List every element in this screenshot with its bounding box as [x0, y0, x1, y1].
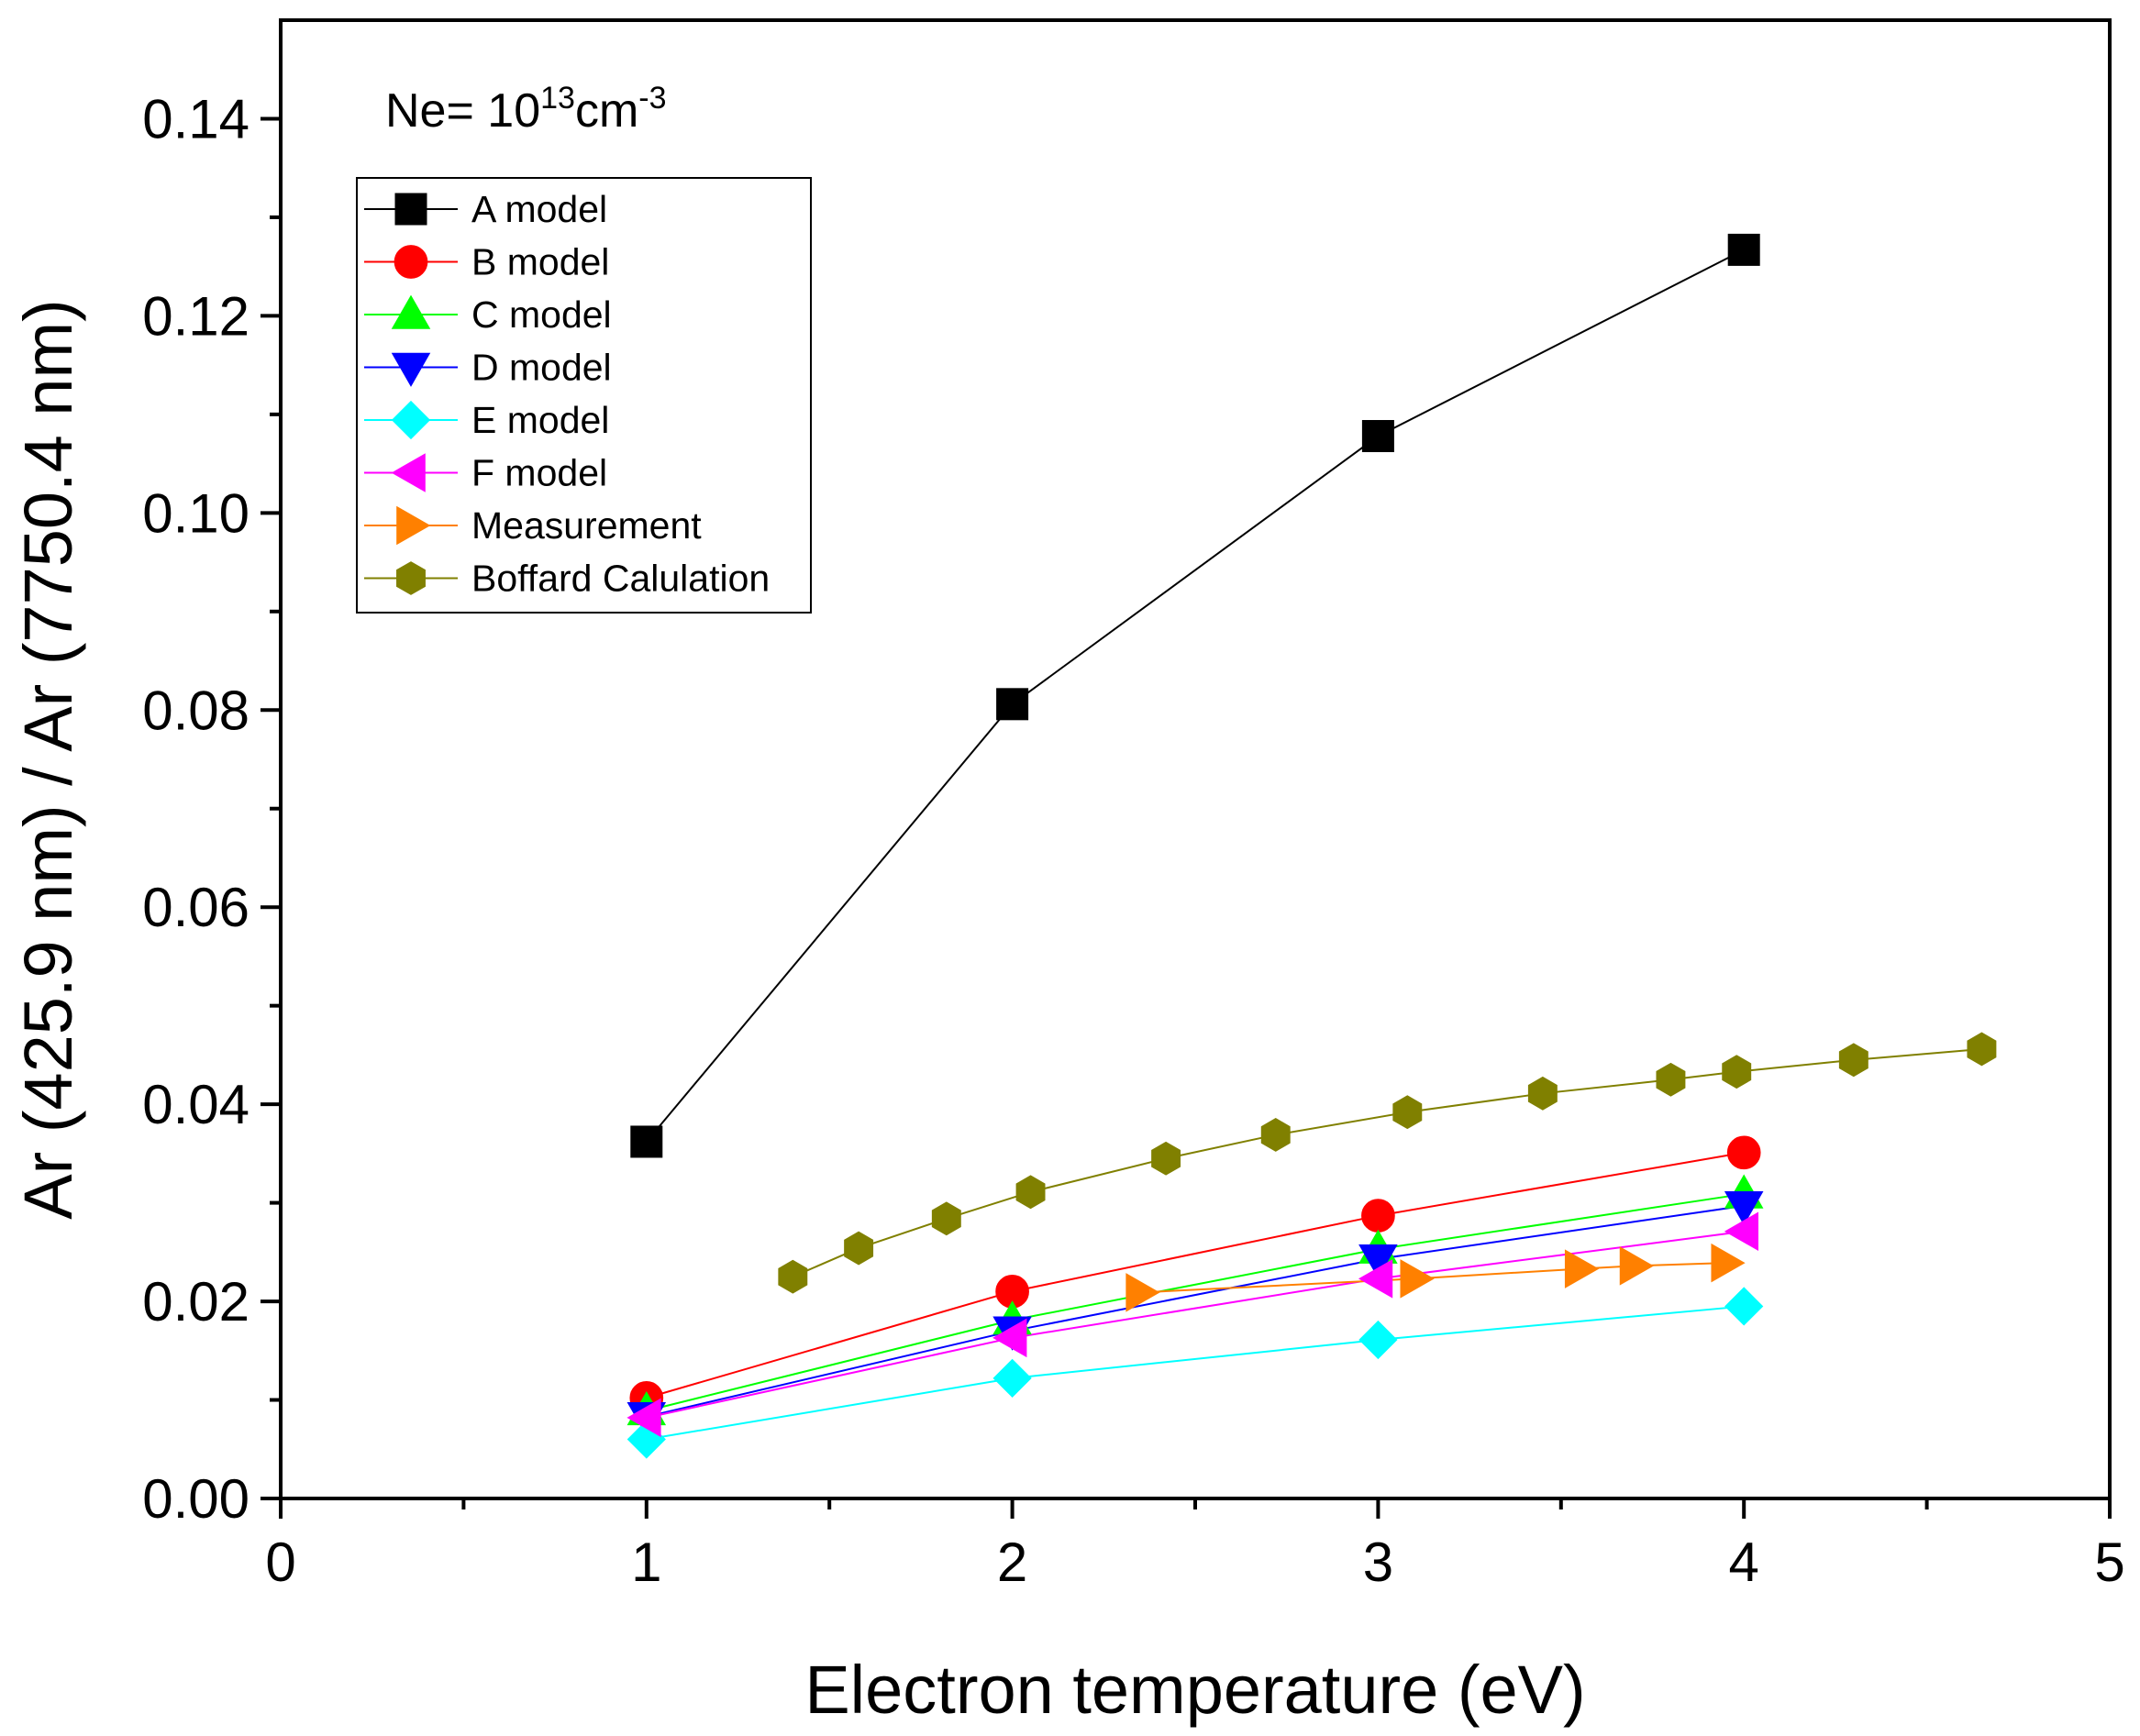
data-point-b-model — [1361, 1199, 1395, 1233]
legend-marker-a-model — [394, 193, 427, 226]
series-line-a-model — [646, 249, 1745, 1143]
y-tick-label: 0.06 — [142, 877, 249, 938]
data-point-measurement — [1400, 1259, 1435, 1299]
data-point-measurement — [1564, 1249, 1600, 1288]
data-point-boffard-calulation — [1722, 1055, 1752, 1089]
series-markers — [626, 233, 1997, 1459]
data-point-a-model — [1361, 420, 1394, 453]
data-point-f-model — [1724, 1211, 1758, 1252]
data-point-b-model — [1726, 1135, 1761, 1170]
annotation-prefix: Ne= 10 — [385, 84, 540, 138]
legend-marker-measurement — [396, 505, 431, 546]
series-line-b-model — [646, 1151, 1745, 1399]
legend-marker-d-model — [391, 352, 431, 387]
legend-box — [356, 177, 812, 614]
x-tick-label: 3 — [1363, 1531, 1393, 1593]
x-axis-title: Electron temperature (eV) — [804, 1652, 1585, 1728]
series-line-d-model — [646, 1204, 1745, 1418]
legend-marker-c-model — [391, 294, 431, 329]
series-line-f-model — [646, 1230, 1745, 1419]
data-point-measurement — [1619, 1246, 1654, 1286]
annotation-unit-exponent: -3 — [638, 81, 666, 116]
y-tick-label: 0.02 — [142, 1271, 249, 1332]
axis-ticks — [261, 116, 2112, 1519]
data-point-a-model — [1727, 233, 1760, 266]
legend-marker-e-model — [391, 400, 431, 440]
y-tick-label: 0.08 — [142, 680, 249, 741]
data-point-e-model — [1724, 1287, 1764, 1326]
data-point-boffard-calulation — [1527, 1076, 1558, 1111]
data-point-boffard-calulation — [778, 1259, 808, 1294]
data-point-d-model — [1358, 1244, 1398, 1279]
data-point-f-model — [626, 1398, 661, 1438]
data-point-boffard-calulation — [1392, 1095, 1423, 1130]
data-point-f-model — [1358, 1259, 1393, 1299]
x-tick-label: 2 — [997, 1531, 1027, 1593]
y-axis-title: Ar (425.9 nm) / Ar (7750.4 nm) — [10, 299, 86, 1220]
legend-marker-b-model — [394, 245, 428, 279]
y-tick-label: 0.12 — [142, 285, 249, 347]
legend-label-d-model: D model — [471, 347, 612, 389]
series-line-c-model — [646, 1192, 1745, 1412]
y-tick-label: 0.04 — [142, 1074, 249, 1135]
data-point-boffard-calulation — [844, 1231, 874, 1266]
data-point-a-model — [630, 1125, 663, 1158]
tick-labels: 0 1 2 3 4 5 0.00 0.02 0.04 0.06 0.08 0.10 0.12 0.14 — [142, 88, 2124, 1593]
data-point-e-model — [992, 1358, 1032, 1398]
x-tick-label: 5 — [2094, 1531, 2124, 1593]
legend-label-a-model: A model — [471, 188, 607, 230]
data-point-boffard-calulation — [1656, 1062, 1686, 1097]
y-tick-label: 0.14 — [142, 88, 249, 149]
legend-label-measurement: Measurement — [471, 504, 702, 547]
x-tick-label: 0 — [265, 1531, 295, 1593]
data-point-measurement — [1711, 1243, 1746, 1283]
density-annotation: Ne= 1013cm-3 — [385, 81, 667, 138]
x-tick-label: 1 — [631, 1531, 661, 1593]
annotation-unit: cm — [575, 84, 638, 138]
legend-label-b-model: B model — [471, 241, 609, 283]
data-point-e-model — [1358, 1320, 1398, 1360]
legend-marker-f-model — [391, 453, 426, 492]
data-point-boffard-calulation — [1151, 1141, 1181, 1176]
y-tick-label: 0.10 — [142, 482, 249, 544]
data-point-a-model — [996, 688, 1029, 721]
data-point-boffard-calulation — [931, 1201, 961, 1236]
x-tick-label: 4 — [1729, 1531, 1759, 1593]
data-point-boffard-calulation — [1838, 1043, 1868, 1078]
series-lines — [646, 249, 1982, 1441]
legend-label-c-model: C model — [471, 293, 612, 336]
legend-label-f-model: F model — [471, 452, 607, 494]
data-point-boffard-calulation — [1015, 1175, 1046, 1210]
legend-marker-boffard-calulation — [396, 561, 426, 595]
legend-label-boffard-calulation: Boffard Calulation — [471, 558, 770, 600]
data-point-f-model — [992, 1318, 1027, 1358]
legend: A model B model C model D model E model F mod… — [356, 177, 812, 614]
annotation-exponent: 13 — [540, 81, 575, 116]
series-line-e-model — [646, 1305, 1745, 1441]
data-point-boffard-calulation — [1967, 1032, 1997, 1067]
data-point-measurement — [1125, 1273, 1160, 1312]
y-tick-label: 0.00 — [142, 1468, 249, 1530]
data-point-boffard-calulation — [1260, 1118, 1291, 1152]
legend-label-e-model: E model — [471, 399, 609, 441]
data-point-d-model — [1724, 1191, 1764, 1226]
